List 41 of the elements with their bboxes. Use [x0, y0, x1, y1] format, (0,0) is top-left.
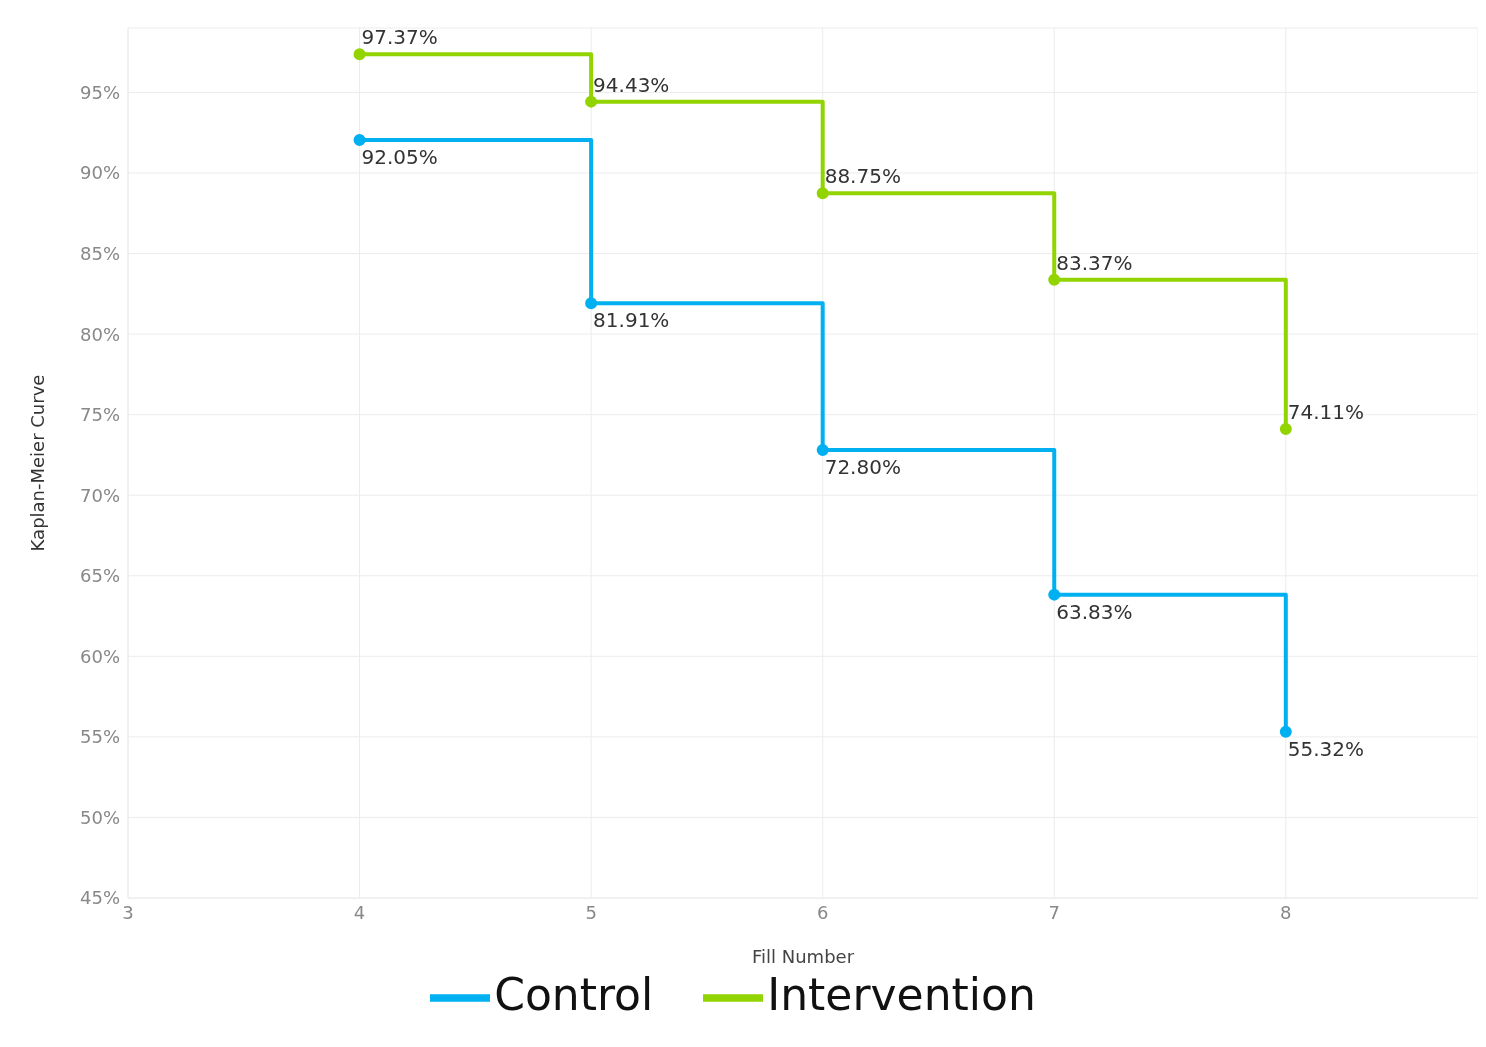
data-label: 92.05%: [361, 144, 438, 169]
point: [585, 297, 598, 310]
y-tick-label: 80%: [79, 323, 120, 345]
data-label: 81.91%: [593, 308, 670, 333]
point: [1279, 725, 1292, 738]
data-label: 74.11%: [1287, 400, 1365, 425]
y-tick-label: 85%: [79, 242, 120, 264]
data-label: 88.75%: [824, 164, 901, 189]
data-label: 94.43%: [593, 72, 670, 97]
y-tick-label: 95%: [79, 81, 120, 103]
x-tick-label: 8: [1280, 901, 1292, 923]
y-tick-label: 55%: [79, 726, 120, 748]
y-tick-label: 50%: [79, 806, 120, 828]
y-tick-label: 60%: [79, 645, 120, 667]
data-label: 83.37%: [1056, 250, 1133, 275]
point: [816, 444, 829, 457]
legend-label: Intervention: [767, 969, 1036, 1020]
data-label: 55.32%: [1287, 736, 1365, 761]
x-tick-label: 3: [122, 901, 134, 923]
y-tick-label: 65%: [79, 565, 120, 587]
point: [353, 133, 366, 146]
point: [816, 187, 829, 200]
legend-label: Control: [494, 969, 654, 1020]
x-tick-label: 5: [585, 901, 597, 923]
y-axis-title: Kaplan-Meier Curve: [27, 374, 49, 552]
data-label: 72.80%: [824, 455, 901, 480]
point: [1048, 273, 1061, 286]
point: [1279, 423, 1292, 436]
x-tick-label: 4: [353, 901, 366, 923]
y-tick-label: 90%: [79, 162, 120, 184]
x-tick-label: 7: [1048, 901, 1060, 923]
y-tick-label: 70%: [79, 484, 120, 506]
y-tick-label: 75%: [79, 404, 120, 426]
point: [585, 95, 598, 108]
data-label: 97.37%: [361, 25, 438, 50]
x-tick-label: 6: [816, 901, 829, 923]
y-tick-label: 45%: [79, 887, 120, 909]
x-axis-title: Fill Number: [751, 946, 855, 967]
point: [353, 48, 366, 61]
data-label: 63.83%: [1056, 599, 1133, 624]
point: [1048, 588, 1061, 601]
